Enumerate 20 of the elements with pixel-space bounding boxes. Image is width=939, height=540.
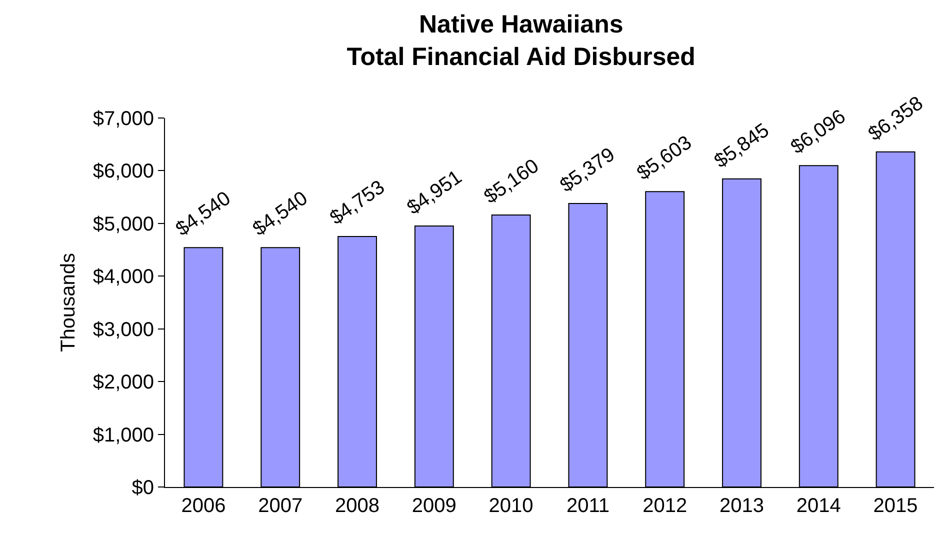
y-tick-label: $6,000 — [92, 160, 154, 183]
y-tick-label: $4,000 — [92, 266, 154, 288]
x-tick-label: 2015 — [873, 495, 918, 517]
y-tick-label: $7,000 — [92, 108, 154, 130]
x-tick-label: 2014 — [796, 495, 841, 517]
x-tick-label: 2006 — [181, 495, 226, 517]
chart-title: Native Hawaiians Total Financial Aid Disbursed — [346, 10, 696, 71]
x-tick-label: 2011 — [566, 495, 610, 517]
x-tick-label: 2012 — [642, 495, 688, 517]
y-tick-label: $2,000 — [92, 372, 154, 394]
y-tick-label: $0 — [132, 477, 154, 499]
y-tick-label: $1,000 — [92, 424, 154, 446]
y-tick-label: $3,000 — [92, 318, 154, 341]
x-tick-label: 2010 — [488, 495, 534, 517]
x-tick-label: 2013 — [720, 495, 764, 517]
x-tick-label: 2009 — [412, 495, 456, 517]
x-tick-label: 2007 — [258, 495, 303, 517]
y-axis-title: Thousands — [57, 253, 80, 352]
y-tick-label: $5,000 — [92, 213, 154, 236]
x-tick-label: 2008 — [335, 495, 380, 517]
